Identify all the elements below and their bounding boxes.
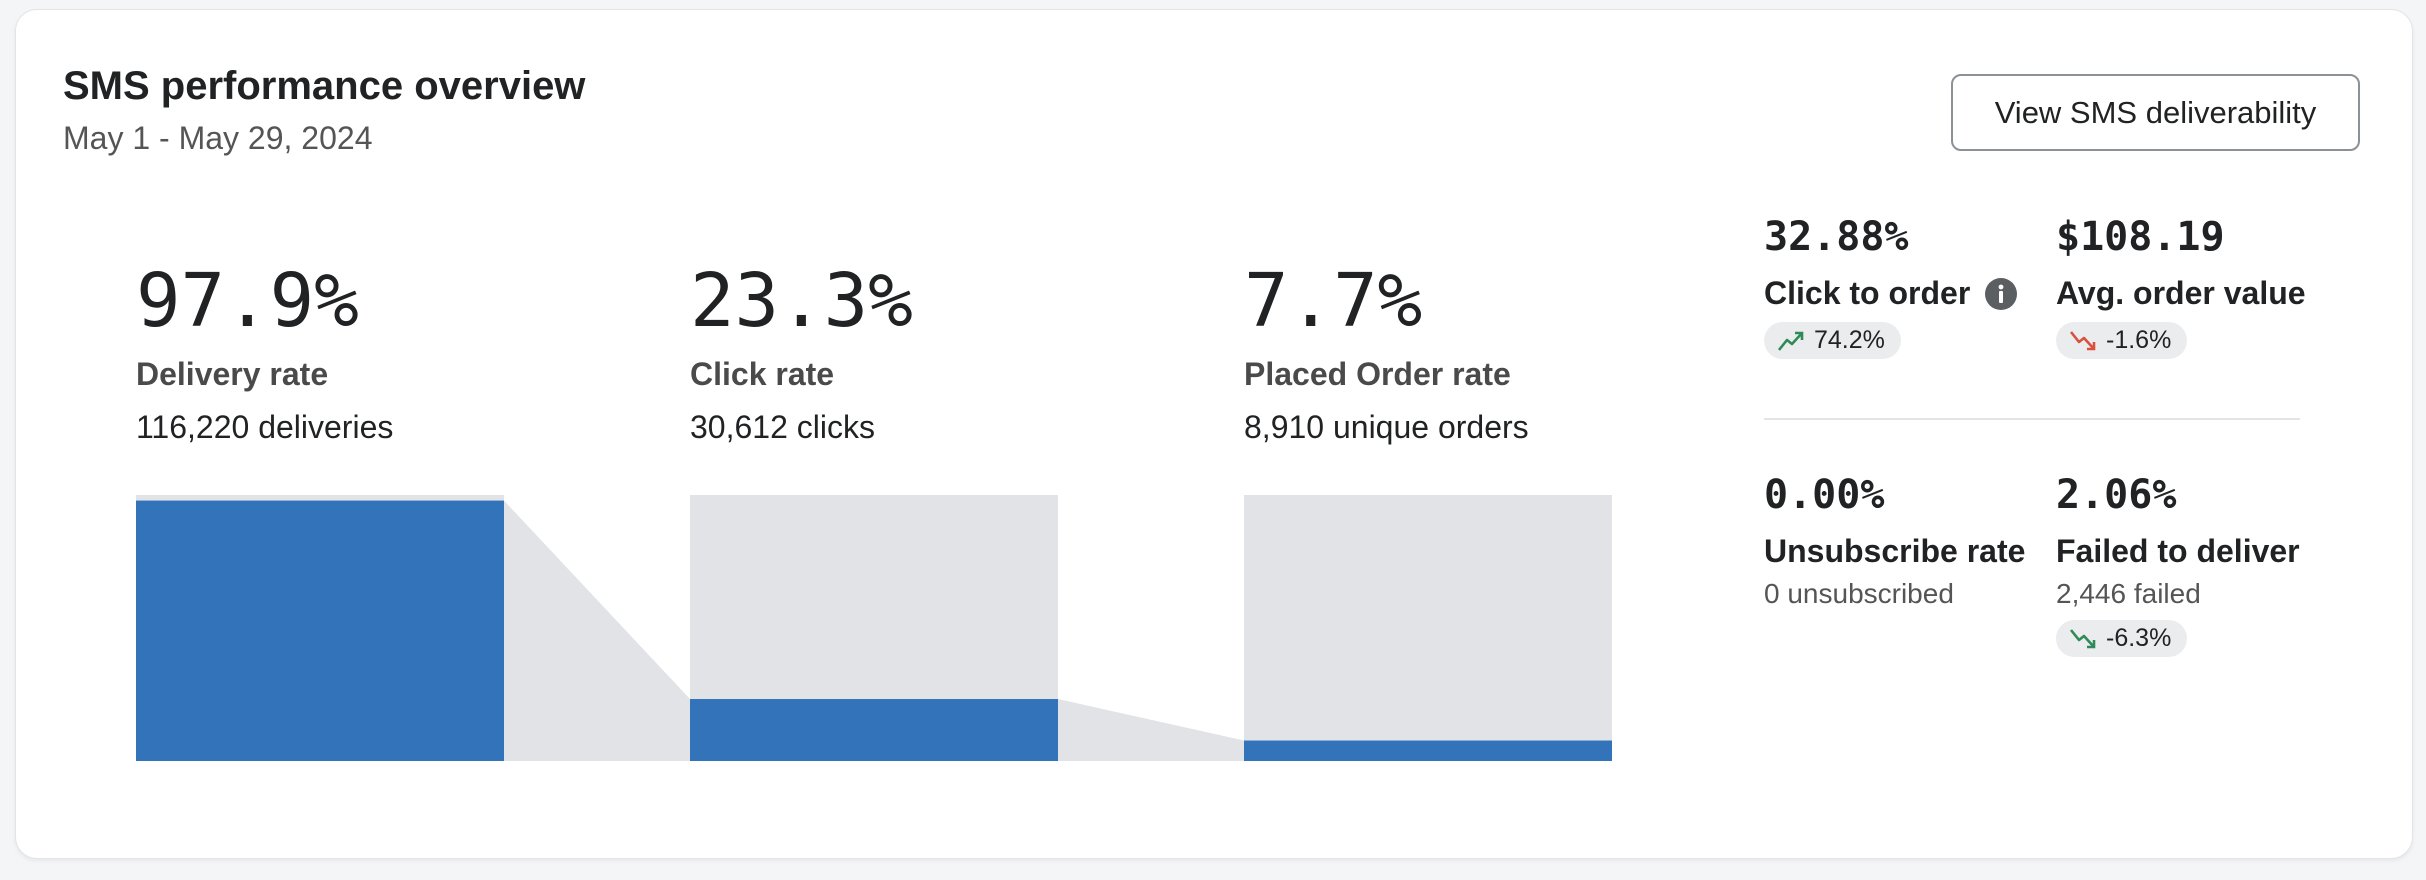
connector <box>504 500 690 761</box>
stage-detail: 8,910 unique orders <box>1244 409 1529 445</box>
trend-value: 74.2% <box>1814 326 1885 354</box>
deliverability-button[interactable]: View SMS deliverability <box>1951 74 2360 151</box>
metric: $108.19 Avg. order value -1.6% <box>2056 213 2306 359</box>
metric-label-text: Unsubscribe rate <box>1764 533 2026 569</box>
metric-value: 2.06% <box>2056 472 2177 518</box>
arrow-head <box>2087 639 2096 648</box>
trend-arrow <box>2069 330 2096 350</box>
bar-track <box>1244 495 1612 761</box>
stage-label: Click rate <box>690 356 835 392</box>
arrow-head <box>2087 341 2096 350</box>
metric-label: Avg. order value <box>2056 275 2306 312</box>
info-dot <box>1998 284 2004 289</box>
info-icon[interactable] <box>1984 277 2018 311</box>
metric: 32.88% Click to order 74.2% <box>1764 213 2018 359</box>
metric-label: Click to order <box>1764 275 2018 312</box>
trend-badge: -1.6% <box>2056 322 2188 359</box>
stage-value: 97.9% <box>136 258 359 344</box>
trend-badge: -6.3% <box>2056 620 2188 657</box>
trend-value: -1.6% <box>2106 326 2172 354</box>
metric-label: Failed to deliver <box>2056 533 2300 570</box>
arrow-line <box>2069 330 2095 350</box>
metric-value: 0.00% <box>1764 472 1885 518</box>
stage-value: 23.3% <box>690 258 913 344</box>
trend-arrow <box>1777 331 1804 351</box>
bar <box>136 500 504 761</box>
metric-value: 32.88% <box>1764 214 1909 260</box>
bar <box>690 699 1058 761</box>
metric-label-text: Avg. order value <box>2056 275 2306 311</box>
metric-value: $108.19 <box>2056 214 2225 260</box>
stage-label: Placed Order rate <box>1244 356 1511 392</box>
date-range: May 1 - May 29, 2024 <box>63 120 373 156</box>
stage-detail: 30,612 clicks <box>690 409 875 445</box>
info-bar <box>1999 290 2004 303</box>
bar <box>1244 740 1612 761</box>
stage-label: Delivery rate <box>136 356 329 392</box>
connector <box>1058 699 1244 761</box>
metric-label: Unsubscribe rate <box>1764 533 2025 570</box>
arrow-line <box>2069 628 2095 648</box>
stage-detail: 116,220 deliveries <box>136 409 394 445</box>
arrow-line <box>1777 331 1803 351</box>
divider <box>1764 418 2300 420</box>
metric-label-text: Click to order <box>1764 275 1971 311</box>
title: SMS performance overview <box>63 64 586 108</box>
trend-badge: 74.2% <box>1764 322 1901 359</box>
trend-value: -6.3% <box>2106 624 2172 652</box>
metric: 0.00% Unsubscribe rate 0 unsubscribed <box>1764 471 2025 610</box>
stage-value: 7.7% <box>1244 258 1423 344</box>
metric-detail: 0 unsubscribed <box>1764 578 1954 609</box>
metric-detail: 2,446 failed <box>2056 578 2201 609</box>
arrow-head <box>1795 331 1804 340</box>
metric-label-text: Failed to deliver <box>2056 533 2300 569</box>
trend-arrow <box>2069 628 2096 648</box>
metric: 2.06% Failed to deliver 2,446 failed -6.3% <box>2056 471 2300 657</box>
